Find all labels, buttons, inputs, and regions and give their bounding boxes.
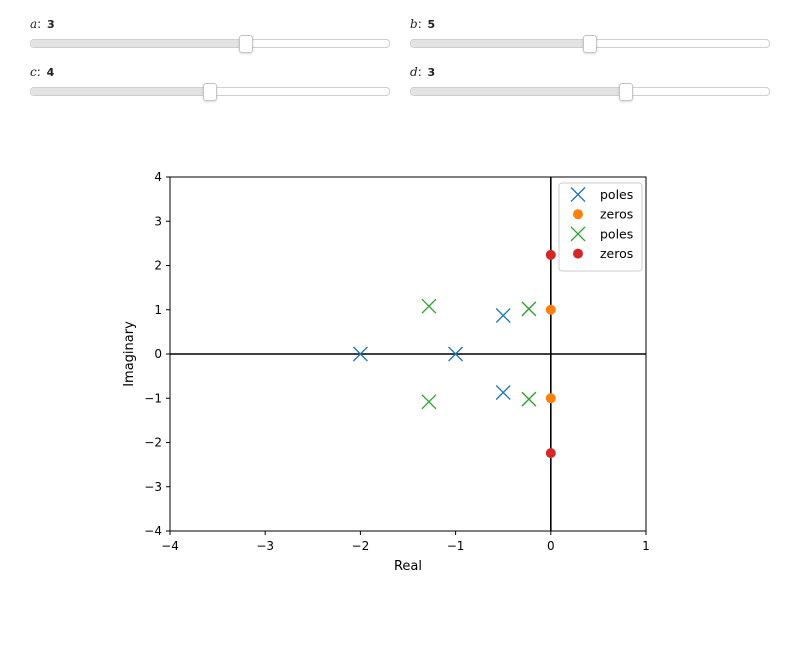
y-axis-label: Imaginary: [122, 321, 137, 387]
slider-a: a: 3: [30, 16, 390, 53]
y-tick-label: −1: [144, 391, 162, 405]
slider-b: b: 5: [410, 16, 770, 53]
y-tick-label: 2: [154, 259, 162, 273]
pole-marker: [352, 346, 368, 362]
slider-d-thumb[interactable]: [618, 83, 633, 101]
zero-marker: [545, 448, 556, 459]
pole-marker: [421, 394, 437, 410]
y-tick-label: −3: [144, 480, 162, 494]
legend-zero-marker: [573, 248, 583, 259]
slider-a-value: 3: [47, 18, 55, 31]
legend-label: zeros: [600, 207, 633, 222]
legend-label: zeros: [600, 246, 633, 261]
x-tick-label: 1: [642, 539, 650, 553]
slider-a-thumb[interactable]: [238, 35, 253, 53]
slider-d: d: 3: [410, 64, 770, 101]
x-tick-label: −4: [161, 539, 179, 553]
y-tick-label: −4: [144, 524, 162, 538]
slider-a-label: a: 3: [30, 17, 55, 31]
legend: poles zeros poles zeros: [558, 182, 643, 272]
y-tick-label: 4: [154, 170, 162, 184]
slider-c-thumb[interactable]: [203, 83, 217, 101]
legend-label: poles: [600, 187, 633, 202]
slider-d-fill: [411, 88, 626, 95]
slider-a-track[interactable]: [30, 35, 390, 53]
x-axis-label: Real: [394, 559, 422, 574]
slider-b-fill: [411, 40, 590, 47]
legend-label: poles: [600, 226, 633, 241]
slider-c-value: 4: [46, 66, 55, 79]
slider-d-track[interactable]: [410, 83, 770, 101]
slider-a-name: a: [30, 17, 38, 31]
slider-c-fill: [31, 88, 210, 95]
y-tick-label: 0: [154, 347, 162, 361]
y-tick-label: 3: [154, 214, 162, 228]
legend-zero-marker: [573, 209, 583, 220]
slider-b-label: b: 5: [410, 17, 436, 31]
axis-ticks: −4 −3 −2 −1 0 1 −4 −3 −2 −1 0 1 2 3 4: [144, 170, 650, 553]
slider-c-track[interactable]: [30, 83, 390, 101]
legend-pole-marker: [570, 187, 586, 202]
slider-c-name: c: [30, 65, 37, 79]
data-markers: [352, 249, 556, 459]
pole-marker: [495, 385, 511, 400]
slider-b-name: b: [410, 17, 418, 31]
slider-c: c: 4: [30, 64, 390, 101]
legend-pole-marker: [570, 226, 586, 242]
slider-d-value: 3: [427, 66, 436, 79]
zero-marker: [545, 304, 556, 315]
slider-c-label: c: 4: [30, 65, 55, 79]
zero-marker: [545, 249, 556, 260]
pole-marker: [521, 301, 537, 317]
slider-b-value: 5: [427, 18, 436, 31]
slider-d-name: d: [410, 65, 418, 79]
slider-d-label: d: 3: [410, 65, 436, 79]
slider-b-thumb[interactable]: [583, 35, 597, 53]
pole-marker: [495, 308, 511, 323]
x-tick-label: 0: [547, 539, 555, 553]
pole-marker: [421, 298, 437, 314]
x-tick-label: −1: [447, 539, 465, 553]
y-tick-label: 1: [154, 303, 162, 317]
slider-a-fill: [31, 40, 246, 47]
y-tick-label: −2: [144, 436, 162, 450]
slider-b-track[interactable]: [410, 35, 770, 53]
pole-marker: [448, 346, 464, 362]
zero-marker: [545, 393, 556, 404]
x-tick-label: −3: [256, 539, 274, 553]
pole-marker: [521, 391, 537, 407]
x-tick-label: −2: [352, 539, 370, 553]
